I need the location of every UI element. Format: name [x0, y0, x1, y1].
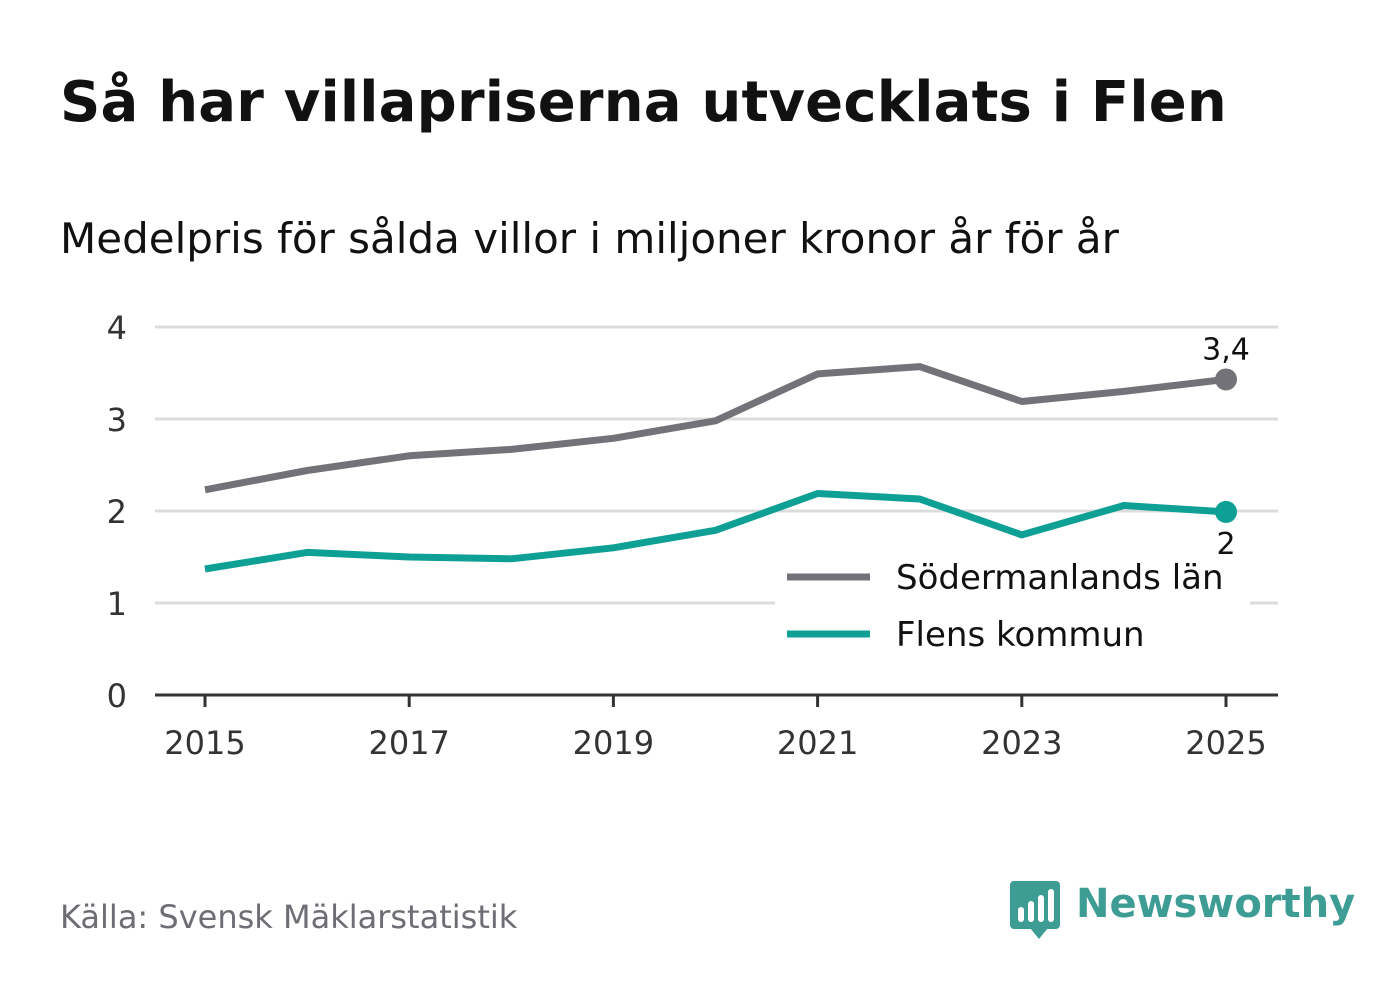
- x-tick-label: 2021: [777, 724, 858, 762]
- series-line-0: [204, 363, 1227, 494]
- x-axis-ticks: 2015 2017 2019 2021 2023 2025: [155, 693, 1278, 762]
- end-labels: 3,42: [1202, 332, 1250, 561]
- y-tick-label: 0: [107, 677, 127, 715]
- end-marker-1: [1215, 500, 1237, 523]
- chart-title: Så har villapriserna utvecklats i Flen: [60, 70, 1227, 135]
- y-tick-label: 2: [107, 493, 127, 531]
- x-tick-label: 2019: [573, 724, 654, 762]
- legend: Södermanlands län Flens kommun: [775, 548, 1250, 660]
- y-tick-label: 3: [107, 401, 127, 439]
- chart-subtitle: Medelpris för sålda villor i miljoner kr…: [60, 214, 1119, 263]
- y-tick-label: 4: [107, 309, 127, 347]
- end-value-label: 3,4: [1202, 332, 1250, 367]
- bar-chart-speech-bubble-icon: [1010, 881, 1060, 939]
- x-tick-label: 2015: [164, 724, 245, 762]
- x-tick-label: 2023: [981, 724, 1062, 762]
- end-marker-0: [1215, 368, 1237, 391]
- series-lines: [204, 363, 1237, 573]
- y-tick-label: 1: [107, 585, 127, 623]
- legend-background: [775, 548, 1250, 660]
- source-note: Källa: Svensk Mäklarstatistik: [60, 898, 518, 936]
- brand-name: Newsworthy: [1076, 881, 1356, 927]
- y-axis-ticks: 0 1 2 3 4: [107, 309, 127, 715]
- legend-label: Flens kommun: [896, 615, 1145, 655]
- series-line-1: [204, 490, 1227, 573]
- brand-logo: Newsworthy: [1010, 878, 1355, 942]
- end-value-label: 2: [1216, 527, 1235, 562]
- x-tick-label: 2017: [368, 724, 449, 762]
- x-tick-label: 2025: [1185, 724, 1266, 762]
- legend-label: Södermanlands län: [896, 558, 1224, 598]
